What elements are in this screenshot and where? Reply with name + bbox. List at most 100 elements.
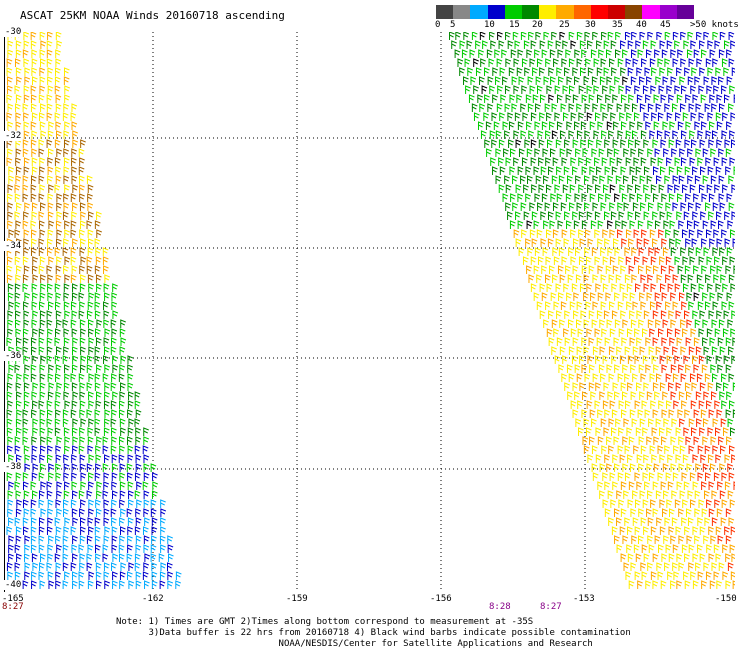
wind-barb [502,121,509,130]
wind-barb [688,418,695,427]
wind-barb [588,382,595,391]
wind-barb [150,499,157,508]
wind-barb [79,193,85,202]
wind-barb [687,76,694,85]
wind-barb [7,445,13,454]
wind-barb [712,32,719,40]
wind-barb [88,211,94,220]
wind-barb [713,544,720,553]
wind-barb [95,256,102,265]
wind-barb [573,238,579,247]
wind-barb [621,238,627,247]
wind-barb [39,85,46,94]
wind-barb [46,40,53,49]
wind-barb [14,436,21,445]
wind-barb [48,535,54,544]
wind-barb [72,202,78,211]
wind-barb [703,76,710,85]
wind-barb [720,418,727,427]
wind-barb [526,265,532,274]
wind-barb [80,517,86,526]
wind-barb [623,175,629,184]
wind-barb [128,580,135,589]
wind-barb [15,220,22,229]
wind-barb [495,130,502,139]
wind-barb [609,184,616,193]
lon-label-159: -159 [286,594,308,604]
wind-barb [591,148,598,157]
wind-barb [47,283,53,292]
wind-barb [32,256,38,265]
wind-barb [143,544,150,553]
wind-barb [39,32,46,40]
wind-barb [55,526,62,535]
wind-barb [578,184,584,193]
wind-barb [644,409,651,418]
wind-barb [579,238,586,247]
wind-barb [698,400,705,409]
wind-barb [78,571,85,580]
wind-barb [22,409,29,418]
wind-barb [592,472,599,481]
wind-barb [709,121,715,130]
wind-barb [670,319,677,328]
wind-barb [30,337,37,346]
wind-barb [690,328,697,337]
wind-barb [627,40,634,49]
wind-barb [575,175,581,184]
wind-barb [602,472,608,481]
wind-barb [88,400,95,409]
wind-barb [564,382,570,391]
wind-barb [688,544,695,553]
wind-barb [566,148,573,157]
wind-barb [602,283,609,292]
wind-barb [71,346,78,355]
wind-barb [119,328,126,337]
wind-barb [598,148,605,157]
wind-barb [710,436,717,445]
wind-barb [702,337,708,346]
wind-barb [103,337,110,346]
wind-barb [729,427,735,436]
wind-barb [63,346,69,355]
wind-barb [620,40,626,49]
wind-barb [87,445,94,454]
wind-barb [127,427,134,436]
wind-barb [62,562,69,571]
wind-barb [624,346,631,355]
wind-barb [540,238,547,247]
wind-barb [614,76,620,85]
wind-barb [615,32,621,40]
wind-barb [151,562,158,571]
wind-barb [62,535,69,544]
wind-barb [467,67,473,76]
wind-barb [646,463,653,472]
wind-barb [30,220,37,229]
wind-barb [103,562,110,571]
wind-barb [643,112,650,121]
wind-barb [459,67,465,76]
wind-barb [39,490,45,499]
wind-barb [513,85,520,94]
wind-barb [54,76,61,85]
wind-barb [87,184,94,193]
wind-barb [670,49,677,58]
wind-barb [64,229,70,238]
wind-barb [654,292,661,301]
wind-barb [700,94,707,103]
wind-barb [71,148,77,157]
wind-barb [95,562,102,571]
wind-barb [562,85,569,94]
wind-barb [645,265,652,274]
wind-barb [684,310,690,319]
wind-barb [629,193,636,202]
wind-barb [87,238,94,247]
wind-barb [111,526,118,535]
wind-barb [70,301,77,310]
wind-barb [62,211,69,220]
wind-barb [725,337,732,346]
wind-barb [631,274,638,283]
wind-barb [104,418,110,427]
wind-barb [548,67,554,76]
wind-barb [40,130,47,139]
